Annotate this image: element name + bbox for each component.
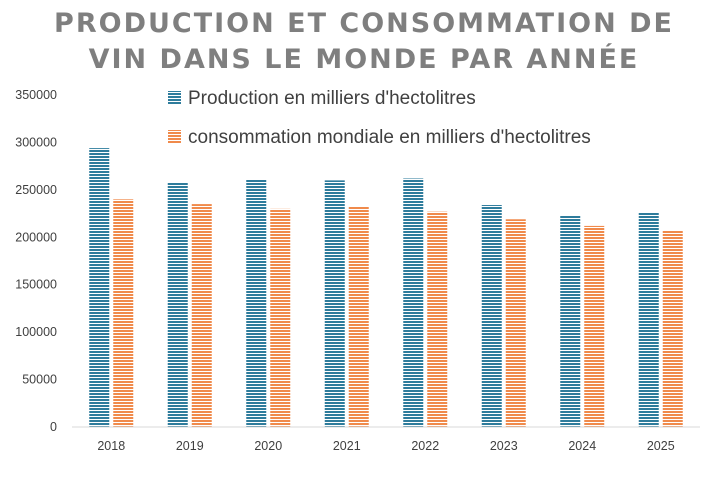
y-tick-label: 100000 xyxy=(15,325,57,339)
bar-consommation-2018 xyxy=(113,199,134,427)
bar-production-2023 xyxy=(481,205,502,427)
bar-consommation-2024 xyxy=(584,225,605,427)
y-tick-label: 50000 xyxy=(22,373,57,387)
x-tick-label: 2019 xyxy=(176,439,204,453)
x-tick-label: 2024 xyxy=(568,439,596,453)
x-tick-label: 2023 xyxy=(490,439,518,453)
bar-consommation-2023 xyxy=(505,219,526,427)
bar-consommation-2019 xyxy=(191,204,212,427)
y-tick-label: 300000 xyxy=(15,135,57,149)
chart-title-line-2: VIN DANS LE MONDE PAR ANNÉE xyxy=(88,44,640,75)
bar-consommation-2022 xyxy=(427,211,448,427)
bar-production-2021 xyxy=(324,180,345,427)
y-tick-label: 350000 xyxy=(15,88,57,102)
x-tick-label: 2018 xyxy=(97,439,125,453)
y-tick-label: 0 xyxy=(50,420,57,434)
bar-production-2025 xyxy=(638,212,659,427)
bar-consommation-2025 xyxy=(662,230,683,427)
bar-production-2018 xyxy=(89,148,110,427)
y-tick-label: 200000 xyxy=(15,230,57,244)
y-tick-label: 150000 xyxy=(15,278,57,292)
legend-label-consommation: consommation mondiale en milliers d'hect… xyxy=(188,127,591,148)
chart-title-line-1: PRODUCTION ET CONSOMMATION DE xyxy=(54,8,674,39)
legend-swatch-consommation xyxy=(168,130,181,143)
legend-label-production: Production en milliers d'hectolitres xyxy=(188,88,476,109)
x-tick-label: 2025 xyxy=(647,439,675,453)
x-tick-label: 2021 xyxy=(333,439,361,453)
bar-production-2024 xyxy=(560,215,581,427)
y-tick-label: 250000 xyxy=(15,183,57,197)
chart-title: PRODUCTION ET CONSOMMATION DE VIN DANS L… xyxy=(0,6,728,78)
bar-consommation-2021 xyxy=(348,206,369,427)
x-tick-label: 2020 xyxy=(254,439,282,453)
x-tick-label: 2022 xyxy=(411,439,439,453)
legend-swatch-production xyxy=(168,91,181,104)
bar-production-2020 xyxy=(246,179,267,427)
bar-production-2022 xyxy=(403,178,424,427)
bar-consommation-2020 xyxy=(270,208,291,427)
bar-production-2019 xyxy=(167,182,188,427)
